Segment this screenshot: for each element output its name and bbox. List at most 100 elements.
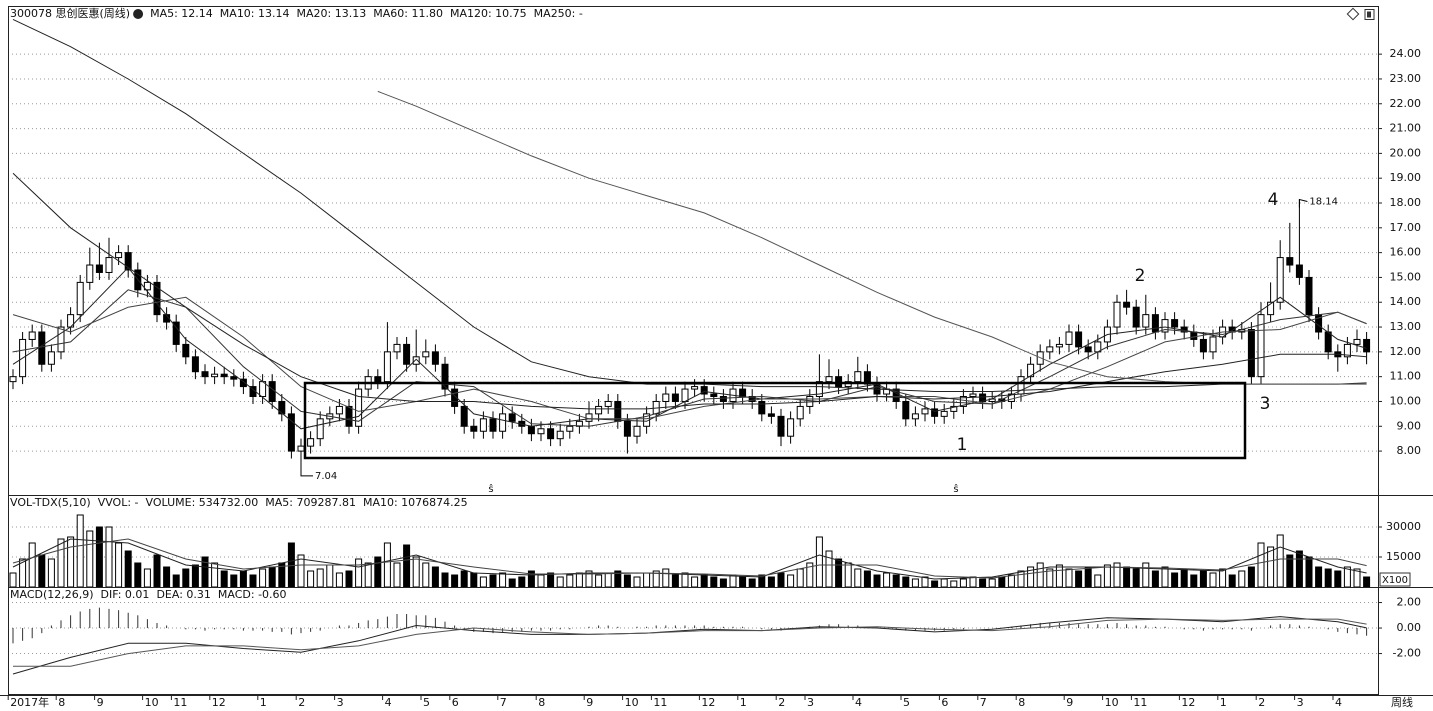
volume-bar [220, 570, 228, 588]
volume-bar [844, 562, 852, 588]
x-tick-label: 6 [941, 696, 948, 709]
candle-body [105, 257, 113, 273]
candle-body [585, 413, 593, 422]
volume-bar [1065, 568, 1073, 588]
header-text: MA20: 13.13 [297, 7, 367, 20]
y-tick-label: 2.00 [1397, 596, 1422, 609]
volume-bar [959, 578, 967, 588]
volume-bar [767, 576, 775, 588]
candle-body [1084, 346, 1092, 353]
candle-body [835, 376, 843, 388]
volume-bar [441, 572, 449, 588]
volume-bar [1142, 562, 1150, 588]
volume-bar [95, 526, 103, 588]
candle-body [777, 415, 785, 437]
volume-bar [796, 568, 804, 588]
candle-body [671, 393, 679, 402]
volume-bar [1343, 566, 1351, 588]
ma-line [12, 266, 1367, 430]
y-tick-label: 15.00 [1390, 270, 1422, 283]
volume-bar [460, 570, 468, 588]
volume-bar [604, 572, 612, 588]
volume-bar [307, 570, 315, 588]
volume-bar [902, 576, 910, 588]
y-tick-label: 23.00 [1390, 72, 1422, 85]
y-tick-label: 15000 [1386, 550, 1421, 563]
x-tick-label: 10 [1105, 696, 1119, 709]
x-tick-label: 11 [173, 696, 187, 709]
volume-bar [911, 578, 919, 588]
x-tick-label: 2 [298, 696, 305, 709]
volume-bar [470, 572, 478, 588]
volume-bar [1276, 534, 1284, 588]
header-icon [133, 9, 144, 19]
low-label: 7.04 [315, 471, 337, 482]
candle-body [815, 381, 823, 398]
volume-bar [748, 578, 756, 588]
candle-body [700, 386, 708, 395]
x-tick-label: 12 [701, 696, 715, 709]
volume-bar [67, 536, 75, 588]
candle-body [431, 351, 439, 365]
header-text: MA120: 10.75 [450, 7, 527, 20]
candle-body [124, 252, 132, 271]
candle-body [566, 425, 574, 432]
candle-body [1075, 331, 1083, 348]
header-text: MACD(12,26,9) [10, 588, 94, 601]
candle-body [796, 405, 804, 420]
x-tick-label: 8 [1018, 696, 1025, 709]
x-tick-label: 7 [980, 696, 987, 709]
y-tick-label: 24.00 [1390, 47, 1422, 60]
volume-bar [1363, 576, 1371, 588]
candle-body [595, 405, 603, 415]
volume-bar [662, 568, 670, 588]
header-text: VVOL: - [98, 496, 139, 509]
x-tick-label: 4 [855, 696, 862, 709]
candle-body [1257, 314, 1265, 378]
header-text: MA10: 13.14 [220, 7, 290, 20]
annotation: 3 [1260, 394, 1271, 414]
x-tick-label: 1 [1220, 696, 1227, 709]
grid-layer [7, 53, 1382, 700]
candle-body [479, 418, 487, 432]
volume-bar [950, 580, 958, 588]
volume-bar [1103, 564, 1111, 588]
volume-bar [364, 562, 372, 588]
candle-body [623, 420, 631, 437]
candle-body [76, 281, 84, 316]
candle-body [201, 371, 209, 378]
candle-body [403, 343, 411, 365]
volume-bar [499, 572, 507, 588]
volume-bar [691, 576, 699, 588]
candle-body [115, 252, 123, 259]
unit-box [1379, 572, 1411, 587]
candle-body [182, 343, 190, 358]
candle-body [1286, 257, 1294, 266]
volume-bar [883, 572, 891, 588]
candle-body [268, 381, 276, 402]
volume-bar [153, 554, 161, 588]
y-tick-label: 14.00 [1390, 295, 1422, 308]
candle-body [1132, 306, 1140, 328]
y-tick-label: 12.00 [1390, 345, 1422, 358]
volume-bar [115, 542, 123, 588]
volume-bar [259, 568, 267, 588]
volume-bar [105, 526, 113, 588]
volume-bar [211, 562, 219, 588]
header-text: MA10: 1076874.25 [363, 496, 468, 509]
volume-bar [383, 542, 391, 588]
volume-bar [1036, 562, 1044, 588]
volume-bar [86, 530, 94, 588]
icon-panel-fill [1367, 11, 1371, 18]
candle-body [316, 418, 324, 440]
ma-line [12, 538, 1367, 579]
candle-body [211, 373, 219, 378]
x-tick-label: 5 [903, 696, 910, 709]
volume-bar [1238, 570, 1246, 588]
candle-body [1363, 338, 1371, 353]
candle-body [902, 400, 910, 420]
header-text: VOLUME: 534732.00 [146, 496, 259, 509]
volume-bar [143, 568, 151, 588]
candle-body [940, 410, 948, 417]
volume-bar [1209, 572, 1217, 588]
